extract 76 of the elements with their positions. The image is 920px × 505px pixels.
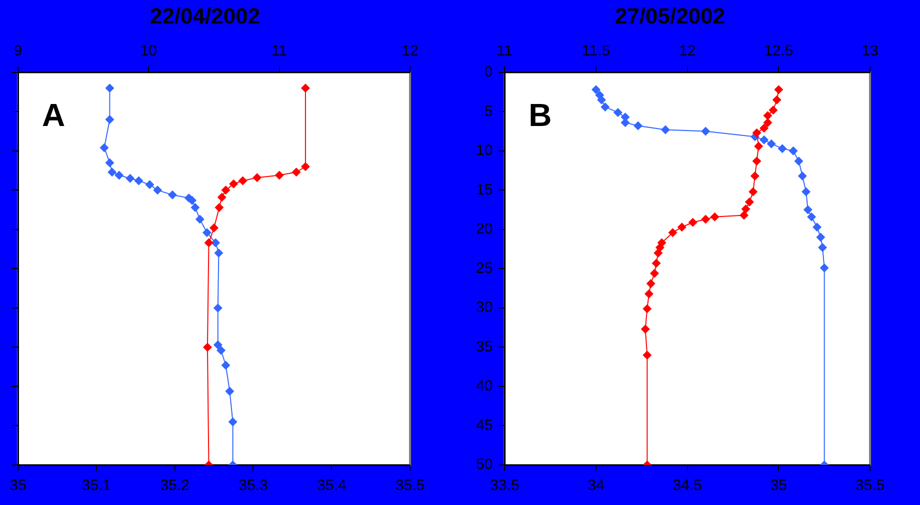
point (812, 222, 822, 232)
point (105, 84, 114, 93)
point (803, 205, 812, 214)
point (190, 202, 200, 212)
point (592, 85, 601, 94)
point (701, 126, 710, 136)
point (213, 303, 222, 312)
x2-tick-label: 11 (272, 42, 288, 60)
x2-tick-label: 12.5 (764, 42, 794, 60)
y-tick-label: 15 (476, 181, 493, 198)
point (211, 238, 220, 248)
point (225, 386, 234, 396)
x-tick-label: 35.3 (238, 477, 268, 494)
point (798, 172, 807, 181)
y-tick-label: 45 (476, 416, 493, 434)
x-tick-label: 33.5 (490, 477, 520, 494)
chart-title: 27/05/2002 (614, 3, 726, 28)
point (820, 263, 829, 272)
y-tick-label: 0 (484, 64, 493, 81)
y-tick-label: 50 (476, 456, 493, 474)
y-tick-label: 40 (476, 378, 493, 395)
point (216, 346, 226, 355)
y-tick-label: 10 (476, 142, 493, 160)
point (660, 125, 670, 134)
point (221, 360, 230, 370)
x-tick-label: 35 (10, 477, 26, 494)
point (766, 139, 776, 148)
point (126, 174, 135, 183)
point (145, 180, 154, 190)
x-tick-label: 35.5 (855, 477, 885, 494)
x-tick-label: 35.2 (160, 477, 190, 494)
x-tick-label: 34 (588, 477, 604, 494)
x-tick-label: 35.5 (395, 477, 425, 494)
y-tick-label: 5 (484, 102, 493, 120)
x2-tick-label: 11 (496, 42, 512, 60)
point (802, 187, 811, 196)
point (816, 232, 826, 242)
x-tick-label: 35.1 (82, 477, 111, 494)
point (794, 156, 804, 166)
x2-tick-label: 10 (140, 42, 158, 60)
point (134, 176, 144, 186)
y-tick-label: 20 (476, 220, 493, 238)
point (760, 135, 769, 144)
y-tick-label: 30 (476, 299, 493, 316)
point (108, 168, 117, 177)
x-tick-label: 34.5 (672, 477, 702, 494)
x2-tick-label: 12 (402, 42, 418, 60)
point (213, 340, 222, 350)
point (153, 186, 162, 195)
x2-tick-label: 9 (14, 42, 22, 60)
point (114, 170, 124, 180)
chart-title: 22/04/2002 (150, 3, 260, 28)
point (807, 212, 816, 222)
point (105, 158, 114, 168)
x-tick-label: 35 (770, 477, 788, 494)
x2-tick-label: 11.5 (582, 42, 610, 60)
x2-tick-label: 13 (862, 42, 878, 60)
point (228, 417, 238, 426)
annotation: A (42, 97, 66, 134)
x2-tick-label: 12 (679, 42, 696, 60)
point (613, 108, 622, 117)
point (202, 228, 212, 238)
point (105, 115, 114, 124)
annotation: B (528, 97, 552, 134)
x-tick-label: 35.4 (317, 477, 346, 494)
point (600, 102, 610, 112)
point (100, 143, 109, 152)
y-tick-label: 35 (476, 338, 493, 356)
point (818, 243, 828, 252)
point (788, 146, 798, 156)
point (214, 248, 224, 258)
point (168, 190, 177, 200)
y-tick-label: 25 (476, 260, 493, 277)
point (195, 214, 204, 224)
point (778, 144, 787, 154)
point (634, 121, 643, 130)
